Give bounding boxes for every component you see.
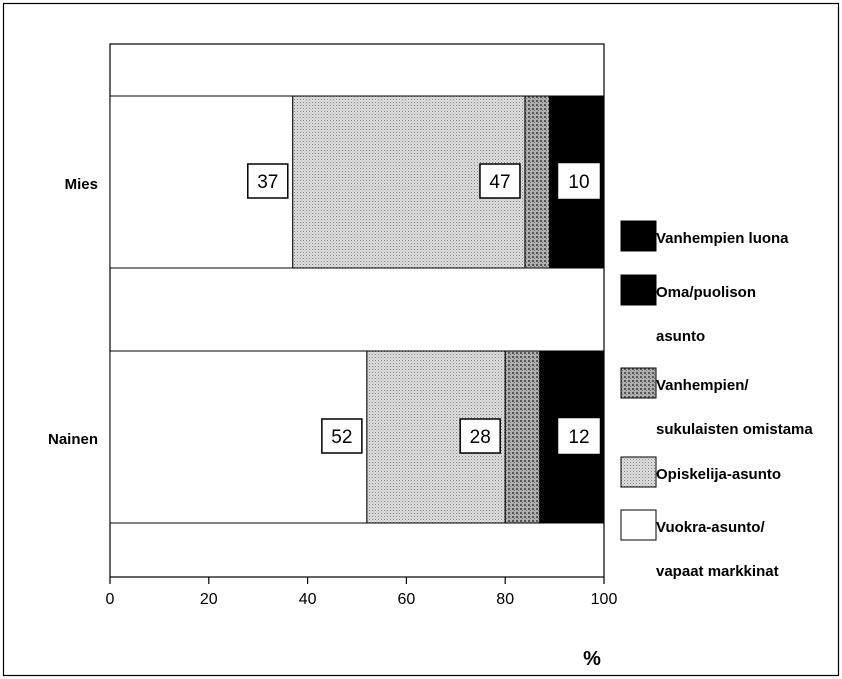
x-tick-label-80: 80 (496, 591, 514, 608)
legend-label-line: Vanhempien luona (656, 230, 789, 247)
legend-label-line: sukulaisten omistama (656, 421, 813, 438)
bars-layer (109, 95, 605, 524)
data-label-nainen-vanhempien-luona: 12 (558, 418, 600, 454)
data-label-text: 37 (257, 172, 278, 193)
legend-label-line: Vanhempien/ (656, 377, 749, 394)
data-label-text: 47 (489, 172, 510, 193)
data-label-nainen-vuokra-asunto-vapaat-markkinat: 52 (321, 418, 363, 454)
data-label-box (459, 418, 501, 454)
legend-item-vanhempien-sukulaisten-omistama: Vanhempien/sukulaisten omistama (620, 367, 813, 438)
data-label-text: 12 (568, 427, 589, 448)
x-tick-label-100: 100 (591, 591, 618, 608)
data-label-text: 10 (568, 172, 589, 193)
legend-swatch (620, 367, 657, 399)
legend-item-vuokra-asunto-vapaat-markkinat: Vuokra-asunto/vapaat markkinat (620, 509, 779, 580)
legend: Vanhempien luona Oma/puolison asunto Vanhem… (620, 220, 813, 580)
legend-item-vanhempien-luona: Vanhempien luona (620, 220, 789, 252)
data-label-nainen-opiskelija-asunto: 28 (459, 418, 501, 454)
legend-swatch (620, 274, 657, 306)
data-label-mies-vanhempien-luona: 10 (558, 163, 600, 199)
data-label-text: 28 (470, 427, 491, 448)
x-tick-label-60: 60 (398, 591, 416, 608)
legend-swatch (620, 456, 657, 488)
legend-label-line: Opiskelija-asunto (656, 466, 781, 483)
category-labels-layer: Mies Nainen (48, 176, 98, 448)
bar-segment-mies-vanhempien-sukulaisten-omistama (524, 95, 551, 269)
legend-label-line: vapaat markkinat (656, 563, 779, 580)
legend-label-line: asunto (656, 328, 705, 345)
legend-label-line: Oma/puolison (656, 284, 756, 301)
plot-frame (109, 43, 605, 578)
data-label-mies-vuokra-asunto-vapaat-markkinat: 37 (247, 163, 289, 199)
x-tick-label-40: 40 (299, 591, 317, 608)
data-label-box (558, 418, 600, 454)
data-label-mies-opiskelija-asunto: 47 (479, 163, 521, 199)
category-label-nainen: Nainen (48, 431, 98, 448)
x-axis: 0 20 40 60 80 100 (106, 577, 618, 608)
data-label-text: 52 (331, 427, 352, 448)
legend-item-oma-puolison-asunto: Oma/puolison asunto (620, 274, 756, 345)
legend-label-line: Vuokra-asunto/ (656, 519, 765, 536)
x-axis-title: % (583, 648, 601, 670)
data-label-box (321, 418, 363, 454)
data-label-box (558, 163, 600, 199)
legend-swatch (620, 509, 657, 541)
x-tick-label-20: 20 (200, 591, 218, 608)
legend-swatch (620, 220, 657, 252)
category-label-mies: Mies (65, 176, 98, 193)
data-label-box (479, 163, 521, 199)
data-label-box (247, 163, 289, 199)
value-labels-layer: 37 47 10 52 28 12 (247, 163, 600, 454)
x-tick-label-0: 0 (106, 591, 115, 608)
bar-segment-nainen-vanhempien-sukulaisten-omistama (504, 350, 541, 524)
legend-item-opiskelija-asunto: Opiskelija-asunto (620, 456, 781, 488)
